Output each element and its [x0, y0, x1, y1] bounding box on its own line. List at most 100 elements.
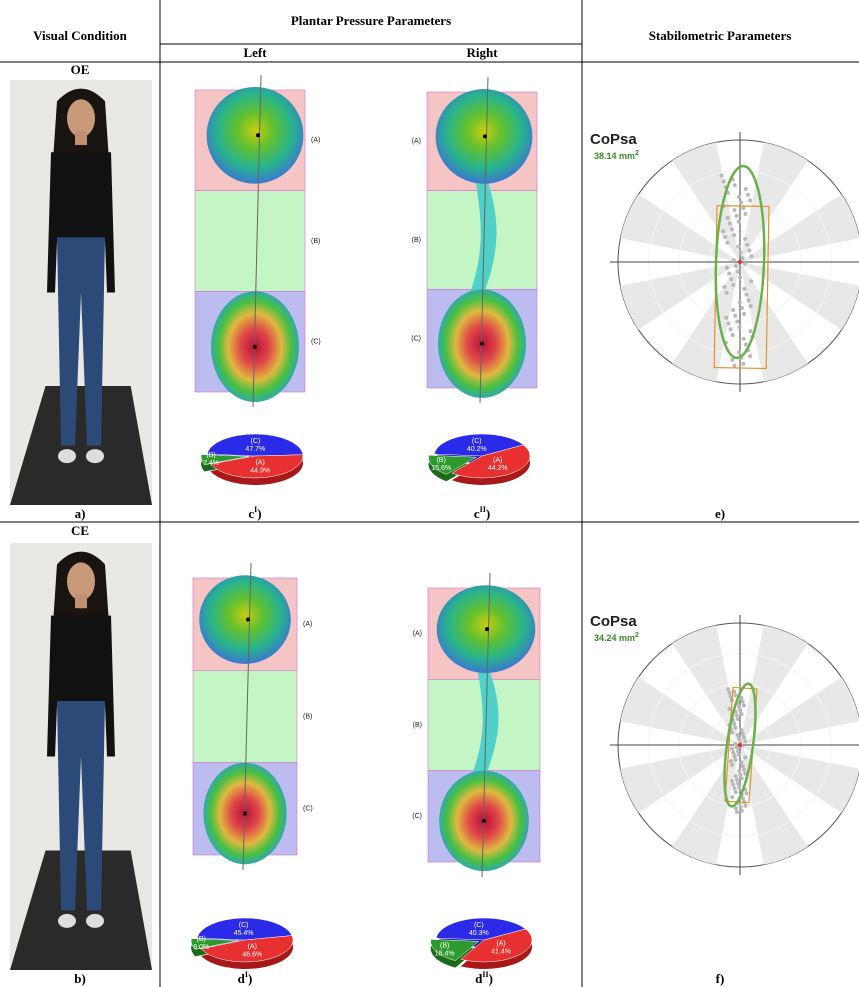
- sway-point: [734, 713, 739, 718]
- pie-name: (B): [436, 457, 445, 464]
- region-label: (C): [303, 806, 313, 813]
- sector: [740, 262, 808, 382]
- sway-point: [743, 771, 748, 776]
- sway-point: [749, 279, 754, 284]
- sway-point: [738, 250, 743, 255]
- label-letter: d: [475, 971, 483, 986]
- sway-point: [733, 806, 738, 811]
- sway-point: [737, 300, 742, 305]
- pie-slice: [451, 444, 531, 479]
- shoe: [86, 449, 104, 464]
- sway-point: [748, 304, 753, 309]
- header-left: Left: [243, 45, 267, 60]
- sway-point: [740, 256, 745, 261]
- sway-point: [730, 795, 735, 800]
- sway-point: [727, 707, 732, 712]
- sway-point: [732, 183, 737, 188]
- pie-name: (B): [197, 936, 206, 943]
- sway-point: [733, 741, 738, 746]
- region-label: (B): [303, 713, 312, 720]
- copsa-title: CoPsa: [590, 131, 637, 148]
- sway-point: [726, 687, 731, 692]
- pressure-bridge: [470, 661, 499, 780]
- sway-point: [727, 271, 732, 276]
- pie-slice: [428, 455, 478, 475]
- sway-point: [737, 752, 742, 757]
- sector: [620, 677, 740, 745]
- sway-point: [729, 227, 734, 232]
- panel-label: a): [75, 506, 86, 521]
- top: [47, 615, 115, 757]
- sway-point: [748, 329, 753, 334]
- forefoot-pressure: [199, 575, 291, 664]
- sway-point: [726, 321, 731, 326]
- sway-point: [748, 354, 753, 359]
- sway-point: [731, 258, 736, 263]
- sway-point: [733, 313, 738, 318]
- pie-slice: [196, 917, 293, 941]
- pie-chart: (C)40.3% (A)41.4% (B)18.4%: [430, 917, 533, 969]
- region-label: (A): [412, 138, 421, 145]
- sway-point: [735, 319, 740, 324]
- pie-value: 15.6%: [431, 465, 451, 472]
- sway-point: [743, 236, 748, 241]
- sway-point: [733, 693, 738, 698]
- sway-point: [743, 739, 748, 744]
- sway-point: [740, 731, 745, 736]
- pie-chart: (C)40.2% (A)44.2% (B)15.6%: [428, 433, 531, 486]
- pie-value: 44.9%: [250, 468, 270, 475]
- region-label: (C): [311, 339, 321, 346]
- shoe: [86, 913, 104, 928]
- sector: [740, 194, 859, 262]
- sway-point: [741, 336, 746, 341]
- sway-point: [738, 772, 743, 777]
- confidence-ellipse: [714, 164, 766, 360]
- region-label: (B): [413, 722, 422, 729]
- sector: [740, 625, 808, 745]
- sway-point: [728, 759, 733, 764]
- pie-name: (B): [206, 452, 215, 459]
- pie-slice: [200, 935, 294, 963]
- copsa-number: 34.24 mm: [594, 633, 635, 643]
- label-sup: II: [482, 970, 488, 979]
- copsa-value: 34.24 mm2: [594, 632, 639, 644]
- sway-point: [729, 277, 734, 282]
- sway-point: [732, 721, 737, 726]
- label-sup: I: [254, 505, 257, 514]
- pie-slice: [209, 454, 304, 479]
- sway-point: [738, 275, 743, 280]
- region-label: (A): [311, 137, 320, 144]
- sway-point: [733, 725, 738, 730]
- sway-point: [739, 808, 744, 813]
- pie-name: (C): [251, 438, 261, 445]
- sway-point: [747, 248, 752, 253]
- panel-label: cI): [248, 505, 261, 521]
- sway-point: [731, 308, 736, 312]
- sway-point: [727, 690, 732, 695]
- sway-point: [743, 342, 748, 347]
- panel-label: dI): [238, 970, 253, 986]
- marker: [485, 627, 489, 632]
- sway-point: [731, 782, 736, 787]
- pie-value: 7.4%: [203, 460, 219, 467]
- sway-point: [743, 187, 748, 192]
- region-label: (A): [303, 621, 312, 628]
- pie-name: (A): [493, 457, 502, 464]
- sway-point: [735, 733, 740, 738]
- sector: [672, 625, 740, 745]
- marker: [256, 133, 260, 138]
- condition-label: CE: [71, 523, 89, 538]
- pressure-map: [426, 76, 538, 404]
- sway-point: [728, 694, 733, 699]
- sway-point: [745, 242, 750, 247]
- sway-point: [721, 229, 726, 234]
- sway-point: [719, 173, 724, 178]
- pie-name: (A): [496, 941, 505, 948]
- pie-value: 40.2%: [467, 446, 487, 453]
- sway-point: [736, 269, 740, 274]
- pie-chart: (C)45.4% (A)46.6% (B)8.0%: [190, 917, 294, 970]
- neck: [75, 594, 87, 609]
- pie-value: 47.7%: [245, 446, 265, 453]
- stabilogram: [610, 132, 859, 392]
- label-close: ): [257, 506, 261, 521]
